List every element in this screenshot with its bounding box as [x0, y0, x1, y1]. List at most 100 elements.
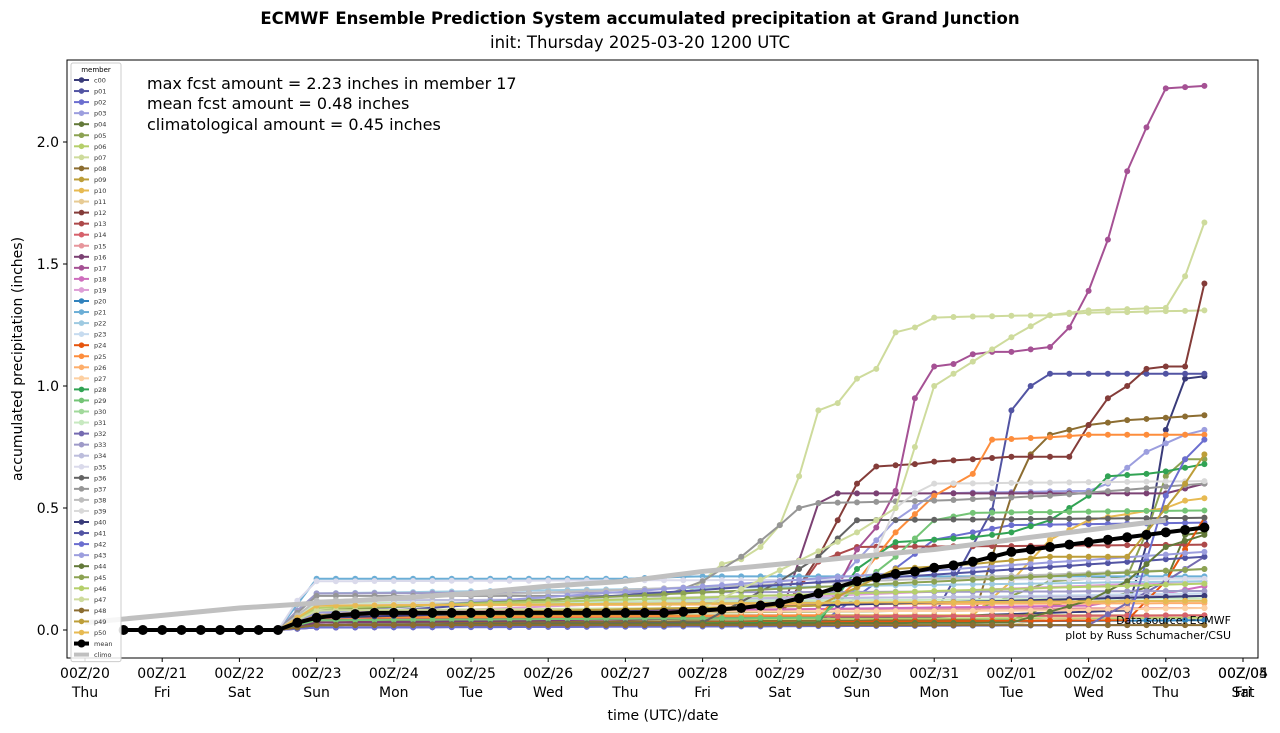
data-point-p05: [1162, 473, 1169, 480]
data-point-p39: [969, 480, 976, 487]
data-point-p22: [1047, 580, 1053, 587]
data-point-p22: [989, 581, 996, 588]
legend-item-p32: p32: [74, 430, 106, 438]
legend-label: p22: [94, 320, 106, 328]
data-point-p20: [1162, 617, 1169, 624]
data-point-p34: [969, 594, 976, 601]
data-point-p46: [1008, 586, 1015, 593]
legend-marker: [78, 110, 85, 116]
legend-item-p09: p09: [74, 176, 106, 184]
data-point-p33: [1162, 587, 1169, 594]
data-point-mean: [929, 562, 940, 573]
data-point-p46: [757, 592, 764, 599]
data-point-p12: [1182, 363, 1189, 370]
data-point-p08: [1124, 417, 1131, 424]
data-point-p27: [1066, 607, 1073, 614]
legend-label: p26: [94, 364, 106, 372]
legend-item-p11: p11: [74, 198, 106, 206]
data-point-p29: [1124, 508, 1131, 515]
data-point-p48: [969, 622, 976, 629]
data-point-p10: [1182, 497, 1189, 504]
data-point-p27: [776, 608, 783, 615]
data-point-p43: [680, 584, 687, 591]
data-point-mean: [987, 551, 998, 562]
data-point-p50: [410, 602, 417, 609]
data-point-p48: [1047, 622, 1053, 629]
data-point-p50: [1027, 598, 1034, 605]
data-point-p03: [1201, 426, 1208, 433]
x-tick-label: 00Z/30: [832, 666, 882, 682]
legend-marker: [78, 265, 85, 271]
legend-label: p01: [94, 88, 106, 96]
data-point-p14: [989, 612, 996, 619]
data-point-p50: [873, 599, 880, 606]
data-point-p17: [1162, 85, 1169, 92]
data-point-p43: [1201, 548, 1208, 555]
data-point-p07: [873, 365, 880, 372]
legend-marker: [78, 397, 85, 404]
data-point-p45: [796, 585, 803, 592]
data-point-p07: [796, 473, 803, 480]
data-point-p47: [911, 444, 918, 450]
legend-label: p35: [94, 463, 106, 471]
data-point-mean: [890, 568, 901, 579]
data-point-c00: [1182, 375, 1189, 382]
legend-marker: [78, 475, 85, 481]
data-point-p13: [1143, 542, 1150, 549]
data-point-mean: [852, 576, 862, 587]
data-point-p39: [1027, 479, 1034, 486]
data-point-p48: [873, 622, 880, 629]
data-point-p13: [892, 543, 899, 550]
data-point-p25: [1047, 434, 1053, 441]
data-point-p37: [776, 522, 783, 529]
legend-item-p17: p17: [74, 264, 106, 272]
legend-label: p04: [94, 121, 106, 129]
data-point-p45: [718, 588, 725, 595]
data-point-p27: [1182, 605, 1189, 612]
data-point-p43: [718, 582, 725, 589]
legend-item-p04: p04: [74, 121, 106, 129]
legend-item-p25: p25: [74, 353, 106, 361]
data-point-p29: [757, 615, 764, 622]
data-point-p50: [468, 601, 474, 608]
data-point-p35: [468, 577, 474, 584]
data-point-mean: [157, 625, 168, 635]
legend-marker: [78, 276, 85, 282]
data-point-p37: [313, 592, 320, 599]
data-point-p12: [1162, 363, 1169, 370]
data-point-p17: [1124, 168, 1131, 175]
data-point-p39: [873, 547, 880, 554]
data-point-p34: [892, 594, 899, 601]
data-point-p47: [1104, 306, 1111, 313]
legend-label: p19: [94, 286, 106, 294]
legend-marker: [78, 486, 85, 492]
data-point-p43: [1008, 562, 1015, 569]
data-point-mean: [678, 606, 689, 617]
legend-item-p27: p27: [74, 375, 106, 383]
data-point-p41: [1104, 560, 1111, 567]
data-point-p48: [564, 622, 571, 629]
data-point-p45: [1047, 573, 1053, 580]
data-point-p41: [1085, 561, 1092, 568]
data-point-p47: [757, 576, 764, 583]
legend-label: mean: [94, 640, 112, 648]
data-point-p28: [1124, 472, 1131, 479]
data-point-p36: [1027, 515, 1034, 522]
data-point-p48: [834, 622, 841, 629]
legend-item-p28: p28: [74, 386, 106, 394]
data-point-p46: [699, 594, 706, 601]
data-point-p39: [1047, 479, 1053, 486]
data-point-p37: [854, 499, 860, 506]
x-tick-label: 00Z/03: [1141, 666, 1191, 682]
data-point-p12: [969, 456, 976, 463]
data-point-p47: [969, 358, 976, 365]
data-point-p25: [1008, 435, 1015, 442]
data-point-p50: [680, 600, 687, 607]
data-point-p36: [950, 516, 957, 523]
data-point-p29: [1008, 509, 1015, 516]
data-point-p43: [796, 576, 803, 583]
data-point-p29: [525, 616, 532, 623]
data-point-p12: [1027, 453, 1034, 460]
data-point-p45: [661, 591, 667, 598]
legend-marker: [78, 320, 85, 326]
